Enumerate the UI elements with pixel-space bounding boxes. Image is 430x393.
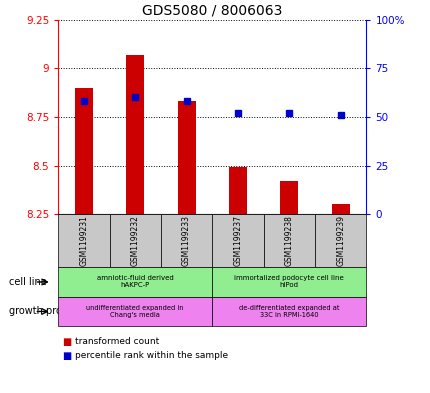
- Text: growth protocol: growth protocol: [9, 307, 85, 316]
- Text: transformed count: transformed count: [75, 338, 159, 346]
- Text: cell line: cell line: [9, 277, 46, 287]
- Title: GDS5080 / 8006063: GDS5080 / 8006063: [142, 3, 282, 17]
- Text: percentile rank within the sample: percentile rank within the sample: [75, 351, 228, 360]
- Text: undifferentiated expanded in
Chang's media: undifferentiated expanded in Chang's med…: [86, 305, 184, 318]
- Bar: [228, 167, 246, 214]
- Text: immortalized podocyte cell line
hIPod: immortalized podocyte cell line hIPod: [234, 275, 344, 288]
- Text: GSM1199233: GSM1199233: [181, 215, 190, 266]
- Text: GSM1199239: GSM1199239: [335, 215, 344, 266]
- Text: GSM1199238: GSM1199238: [284, 215, 293, 266]
- Bar: [331, 204, 349, 214]
- Text: de-differentiated expanded at
33C in RPMI-1640: de-differentiated expanded at 33C in RPM…: [239, 305, 339, 318]
- Text: GSM1199237: GSM1199237: [233, 215, 242, 266]
- Bar: [75, 88, 92, 214]
- Bar: [280, 181, 298, 214]
- Text: ■: ■: [62, 337, 71, 347]
- Text: GSM1199232: GSM1199232: [130, 215, 139, 266]
- Bar: [177, 101, 195, 214]
- Text: amniotic-fluid derived
hAKPC-P: amniotic-fluid derived hAKPC-P: [97, 275, 173, 288]
- Text: GSM1199231: GSM1199231: [79, 215, 88, 266]
- Bar: [126, 55, 144, 214]
- Text: ■: ■: [62, 351, 71, 361]
